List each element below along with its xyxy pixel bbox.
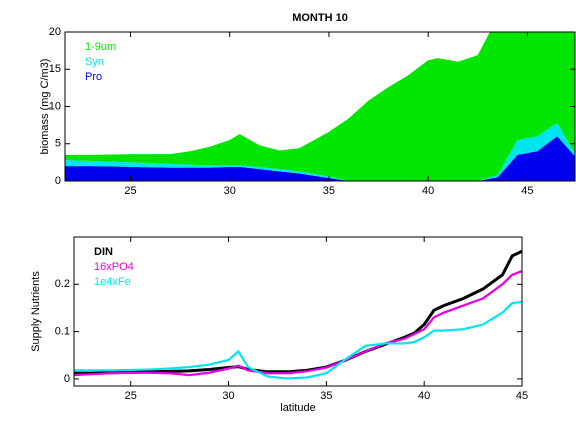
x-axis-label: latitude — [280, 402, 315, 414]
legend-entry: Pro — [85, 71, 102, 83]
y-tick-label: 0 — [55, 175, 61, 187]
x-tick-label: 45 — [521, 185, 533, 197]
plot-area — [65, 32, 575, 181]
legend-entry: 1-9um — [85, 41, 116, 53]
line — [74, 270, 522, 377]
x-tick-label: 30 — [224, 185, 236, 197]
area — [65, 136, 575, 181]
x-tick-label: 45 — [516, 390, 528, 402]
legend-entry: DIN — [94, 246, 113, 258]
x-tick-label: 40 — [422, 185, 434, 197]
chart-title: MONTH 10 — [292, 12, 348, 24]
legend-entry: 16xPO4 — [94, 261, 134, 273]
y-tick-label: 15 — [49, 63, 61, 75]
x-tick-label: 35 — [320, 390, 332, 402]
y-tick-label: 20 — [49, 26, 61, 38]
y-axis-label: biomass (mg C/m3) — [39, 59, 51, 155]
x-tick-label: 35 — [323, 185, 335, 197]
y-tick-label: 0.1 — [55, 326, 70, 338]
y-axis-label: Supply Nutrients — [30, 271, 42, 352]
x-tick-label: 30 — [222, 390, 234, 402]
y-tick-label: 5 — [55, 138, 61, 150]
x-tick-label: 25 — [125, 390, 137, 402]
x-tick-label: 25 — [124, 185, 136, 197]
line — [74, 300, 522, 380]
y-tick-label: 0 — [64, 373, 70, 385]
legend-entry: 1e4xFe — [94, 276, 131, 288]
line — [74, 249, 522, 375]
y-tick-label: 10 — [49, 100, 61, 112]
y-tick-label: 0.2 — [55, 278, 70, 290]
plot-area — [74, 249, 522, 380]
axes-frame — [73, 236, 523, 387]
area — [65, 32, 575, 181]
legend-entry: Syn — [85, 56, 104, 68]
x-tick-label: 40 — [418, 390, 430, 402]
area — [65, 122, 575, 181]
